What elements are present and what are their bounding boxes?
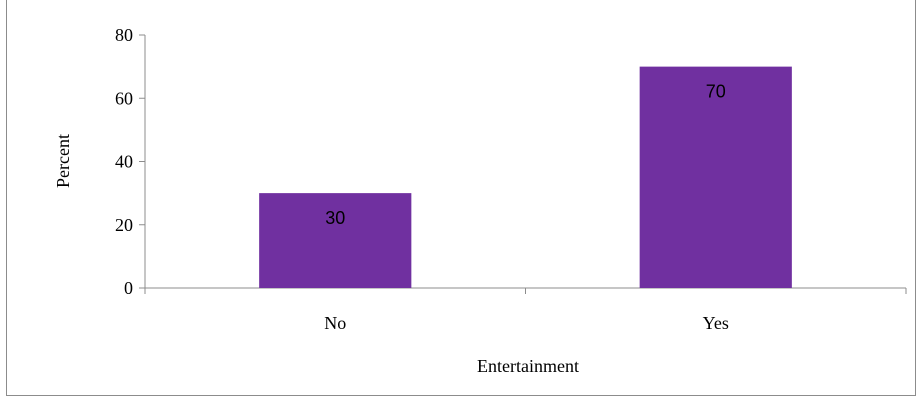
y-tick-label: 60 <box>115 88 133 108</box>
x-tick-label: No <box>324 313 346 333</box>
bar-no <box>259 193 412 288</box>
x-axis: No Yes <box>144 287 907 333</box>
data-labels: 30 70 <box>325 82 726 229</box>
y-tick-label: 20 <box>115 215 133 235</box>
y-axis-title: Percent <box>53 134 73 188</box>
y-tick-label: 40 <box>115 152 133 172</box>
data-label: 30 <box>325 208 345 228</box>
bars <box>259 66 792 288</box>
chart-frame <box>6 0 916 396</box>
x-axis-title: Entertainment <box>477 356 579 376</box>
y-axis: 0 20 40 60 80 <box>115 25 146 298</box>
x-tick-label: Yes <box>703 313 729 333</box>
y-tick-label: 0 <box>124 278 133 298</box>
y-tick-label: 80 <box>115 25 133 45</box>
bar-yes <box>639 66 792 288</box>
data-label: 70 <box>706 82 726 102</box>
